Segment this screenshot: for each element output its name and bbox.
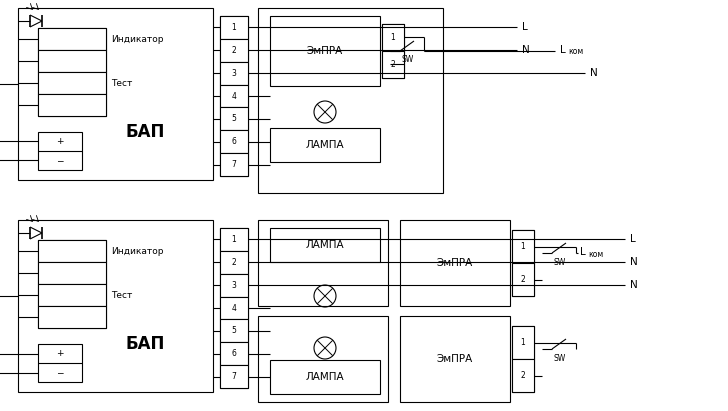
Bar [38, 28, 106, 116]
Bar [38, 240, 106, 328]
Text: SW: SW [554, 353, 566, 363]
Bar [220, 228, 248, 251]
Text: −: − [56, 368, 64, 377]
Text: ЭмПРА: ЭмПРА [437, 258, 473, 268]
Bar [512, 230, 534, 263]
Text: N: N [630, 280, 638, 290]
Bar [512, 263, 534, 296]
Text: Тест: Тест [111, 79, 132, 88]
Bar [18, 8, 213, 180]
Bar [38, 284, 106, 306]
Bar [270, 16, 380, 86]
Text: 1: 1 [521, 338, 526, 347]
Text: N: N [630, 257, 638, 267]
Text: 4: 4 [232, 92, 237, 101]
Text: 3: 3 [232, 69, 237, 78]
Text: +: + [56, 349, 64, 358]
Text: 3: 3 [232, 281, 237, 290]
Text: 1: 1 [232, 235, 237, 244]
Text: 2: 2 [391, 60, 395, 69]
Text: 2: 2 [521, 275, 526, 284]
Text: −: − [56, 156, 64, 165]
Text: 7: 7 [232, 372, 237, 381]
Bar [38, 262, 106, 284]
Bar [220, 365, 248, 388]
Text: ЛАМПА: ЛАМПА [306, 372, 344, 382]
Text: Индикатор: Индикатор [111, 247, 164, 256]
Bar [512, 326, 534, 392]
Text: Тест: Тест [111, 291, 132, 300]
Text: 1: 1 [521, 242, 526, 251]
Text: ком: ком [568, 48, 583, 56]
Text: L: L [522, 23, 528, 32]
Bar [38, 132, 82, 170]
Bar [220, 251, 248, 274]
Text: 2: 2 [232, 46, 237, 55]
Bar [220, 16, 248, 176]
Bar [38, 344, 82, 382]
Bar [220, 319, 248, 342]
Bar [38, 240, 106, 262]
Bar [38, 94, 106, 116]
Text: 1: 1 [232, 23, 237, 32]
Bar [220, 297, 248, 319]
Text: ЛАМПА: ЛАМПА [306, 140, 344, 150]
Bar [220, 16, 248, 39]
Text: БАП: БАП [125, 335, 165, 353]
Bar [382, 24, 404, 51]
Bar [220, 228, 248, 388]
Bar [258, 8, 443, 193]
Text: SW: SW [554, 258, 566, 266]
Text: L: L [560, 45, 566, 55]
Bar [270, 360, 380, 394]
Bar [220, 39, 248, 62]
Bar [512, 359, 534, 392]
Text: L: L [580, 247, 586, 257]
Bar [220, 153, 248, 176]
Bar [220, 130, 248, 153]
Text: БАП: БАП [125, 123, 165, 141]
Text: 4: 4 [232, 303, 237, 312]
Bar [382, 24, 404, 78]
Bar [512, 326, 534, 359]
Text: L: L [630, 234, 636, 245]
Text: SW: SW [402, 55, 414, 65]
Text: ЭмПРА: ЭмПРА [307, 46, 343, 56]
Text: 2: 2 [521, 371, 526, 380]
Text: 2: 2 [232, 258, 237, 267]
Bar [220, 62, 248, 85]
Bar [258, 220, 388, 306]
Text: ком: ком [588, 249, 604, 259]
Bar [270, 228, 380, 262]
Text: N: N [522, 45, 530, 55]
Bar [270, 128, 380, 162]
Text: ЭмПРА: ЭмПРА [437, 354, 473, 364]
Text: 5: 5 [232, 326, 237, 335]
Bar [18, 220, 213, 392]
Bar [38, 50, 106, 72]
Bar [220, 85, 248, 107]
Bar [38, 28, 106, 50]
Bar [258, 316, 388, 402]
Text: 7: 7 [232, 160, 237, 169]
Bar [220, 342, 248, 365]
Text: 5: 5 [232, 114, 237, 123]
Text: +: + [56, 137, 64, 146]
Bar [400, 220, 510, 306]
Text: 6: 6 [232, 349, 237, 358]
Text: N: N [590, 68, 598, 78]
Bar [400, 316, 510, 402]
Text: Индикатор: Индикатор [111, 35, 164, 44]
Bar [38, 72, 106, 94]
Text: ЛАМПА: ЛАМПА [306, 240, 344, 250]
Text: 1: 1 [391, 33, 395, 42]
Text: 6: 6 [232, 137, 237, 146]
Bar [220, 274, 248, 297]
Bar [512, 230, 534, 296]
Bar [382, 51, 404, 78]
Bar [38, 306, 106, 328]
Bar [220, 107, 248, 130]
